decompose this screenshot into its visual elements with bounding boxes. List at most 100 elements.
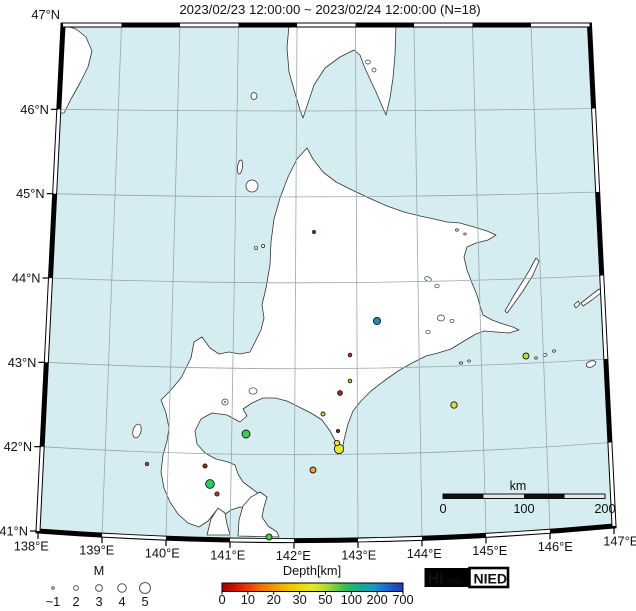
frame-seg-bottom [101, 533, 167, 540]
lat-label: 41°N [0, 524, 28, 539]
magnitude-legend-circle [95, 584, 103, 592]
depth-colorbar [221, 582, 404, 592]
earthquake-marker [309, 466, 317, 474]
magnitude-legend-circle [117, 583, 127, 593]
lon-label: 143°E [341, 548, 376, 563]
coastline-sakhalin [286, 24, 397, 119]
magnitude-legend-label: 4 [118, 594, 125, 609]
earthquake-marker [522, 352, 530, 360]
lat-label: 47°N [31, 7, 60, 22]
island-rebun [236, 159, 244, 175]
earthquake-marker [335, 428, 341, 434]
island-habomai-2 [552, 349, 556, 353]
magnitude-legend-circle [51, 586, 55, 590]
lake-akan [425, 329, 431, 335]
hinet-nied-logo: Hi -net NIED [424, 566, 510, 589]
coastline-kunashiri [504, 257, 540, 314]
scalebar-segment [443, 494, 484, 499]
lake-kussharo [437, 314, 445, 322]
coastline-hokkaido [160, 147, 520, 528]
lake-island-dot [224, 401, 226, 403]
frame-seg-bottom [229, 538, 295, 543]
grid-meridian-141E [229, 24, 239, 541]
magnitude-legend-label: ~1 [46, 594, 61, 609]
grid-meridian-145E [472, 24, 487, 536]
earthquake-marker [347, 378, 353, 384]
earthquake-marker [202, 463, 208, 469]
earthquake-marker [347, 352, 353, 358]
lat-label: 46°N [20, 102, 49, 117]
grid-meridian-144E [413, 24, 423, 539]
hinet-logo-hi-text: Hi [428, 571, 444, 588]
nied-logo-box [468, 566, 510, 589]
earthquake-marker [333, 439, 341, 447]
island-yagishiri [260, 243, 265, 248]
map-frame [35, 22, 617, 544]
scalebar-segment [524, 494, 565, 499]
grid-parallel-43N [46, 358, 606, 370]
depth-tick-label: 20 [267, 592, 281, 607]
magnitude-legend-label: 3 [95, 594, 102, 609]
earthquake-marker [265, 533, 273, 541]
coastline-shimokita-peninsula [237, 491, 280, 538]
island-shikotan [585, 360, 597, 368]
scalebar-unit-label: km [510, 479, 527, 493]
island-habomai-3 [534, 356, 538, 360]
lon-label: 146°E [538, 539, 573, 554]
island-islet-3 [463, 232, 467, 236]
frame-seg-right [608, 442, 616, 527]
scalebar-tick-label: 200 [594, 501, 615, 516]
magnitude-legend-circle [73, 585, 79, 591]
lon-label: 140°E [145, 546, 180, 561]
grid-meridian-139E [101, 24, 122, 536]
earthquake-marker [312, 230, 316, 234]
scalebar-outline [442, 493, 606, 499]
lat-label: 42°N [4, 439, 33, 454]
scalebar-tick-label: 0 [439, 501, 446, 516]
lake-sakhalin-lagoon-2 [371, 67, 377, 73]
frame-seg-right [592, 108, 600, 193]
lon-label: 147°E [603, 534, 636, 549]
magnitude-legend-circle [139, 582, 151, 594]
earthquake-marker [450, 401, 458, 409]
frame-seg-right [600, 275, 608, 360]
depth-tick-label: 0 [218, 592, 225, 607]
magnitude-legend-label: 5 [141, 594, 148, 609]
grid-parallel-44N [50, 275, 602, 284]
island-rishiri [245, 179, 259, 193]
grid-meridian-146E [530, 24, 551, 532]
frame-seg-left [44, 277, 52, 363]
grid-parallel-46N [58, 108, 594, 112]
depth-legend-title: Depth[km] [283, 563, 341, 578]
lat-label: 43°N [8, 355, 37, 370]
lake-toya [221, 398, 229, 406]
lat-label: 45°N [16, 186, 45, 201]
grid-meridian-140E [165, 24, 181, 539]
map-title: 2023/02/23 12:00:00 ~ 2023/02/24 12:00:0… [179, 2, 480, 17]
depth-tick-label: 100 [341, 592, 362, 607]
lat-label: 44°N [12, 271, 41, 286]
lake-mashu [449, 318, 455, 324]
scalebar-segment [483, 494, 524, 499]
scalebar-segment [564, 494, 605, 499]
coastline-etorofu-tip [573, 300, 581, 309]
grid-parallel-45N [54, 191, 598, 198]
grid-meridian-142E [293, 24, 298, 541]
island-islet-1 [467, 359, 471, 363]
earthquake-marker [214, 491, 220, 497]
frame-seg-left [36, 446, 44, 532]
earthquake-marker [144, 461, 150, 467]
frame-seg-left [53, 109, 61, 194]
depth-tick-label: 200 [366, 592, 387, 607]
hinet-logo-box [424, 568, 470, 587]
depth-tick-label: 10 [241, 592, 255, 607]
lon-label: 139°E [79, 543, 114, 558]
depth-tick-label: 50 [318, 592, 332, 607]
lon-label: 144°E [407, 546, 442, 561]
earthquake-marker [205, 479, 215, 489]
lon-label: 142°E [276, 548, 311, 563]
lake-notoro [434, 283, 440, 289]
earthquake-marker [241, 429, 251, 439]
